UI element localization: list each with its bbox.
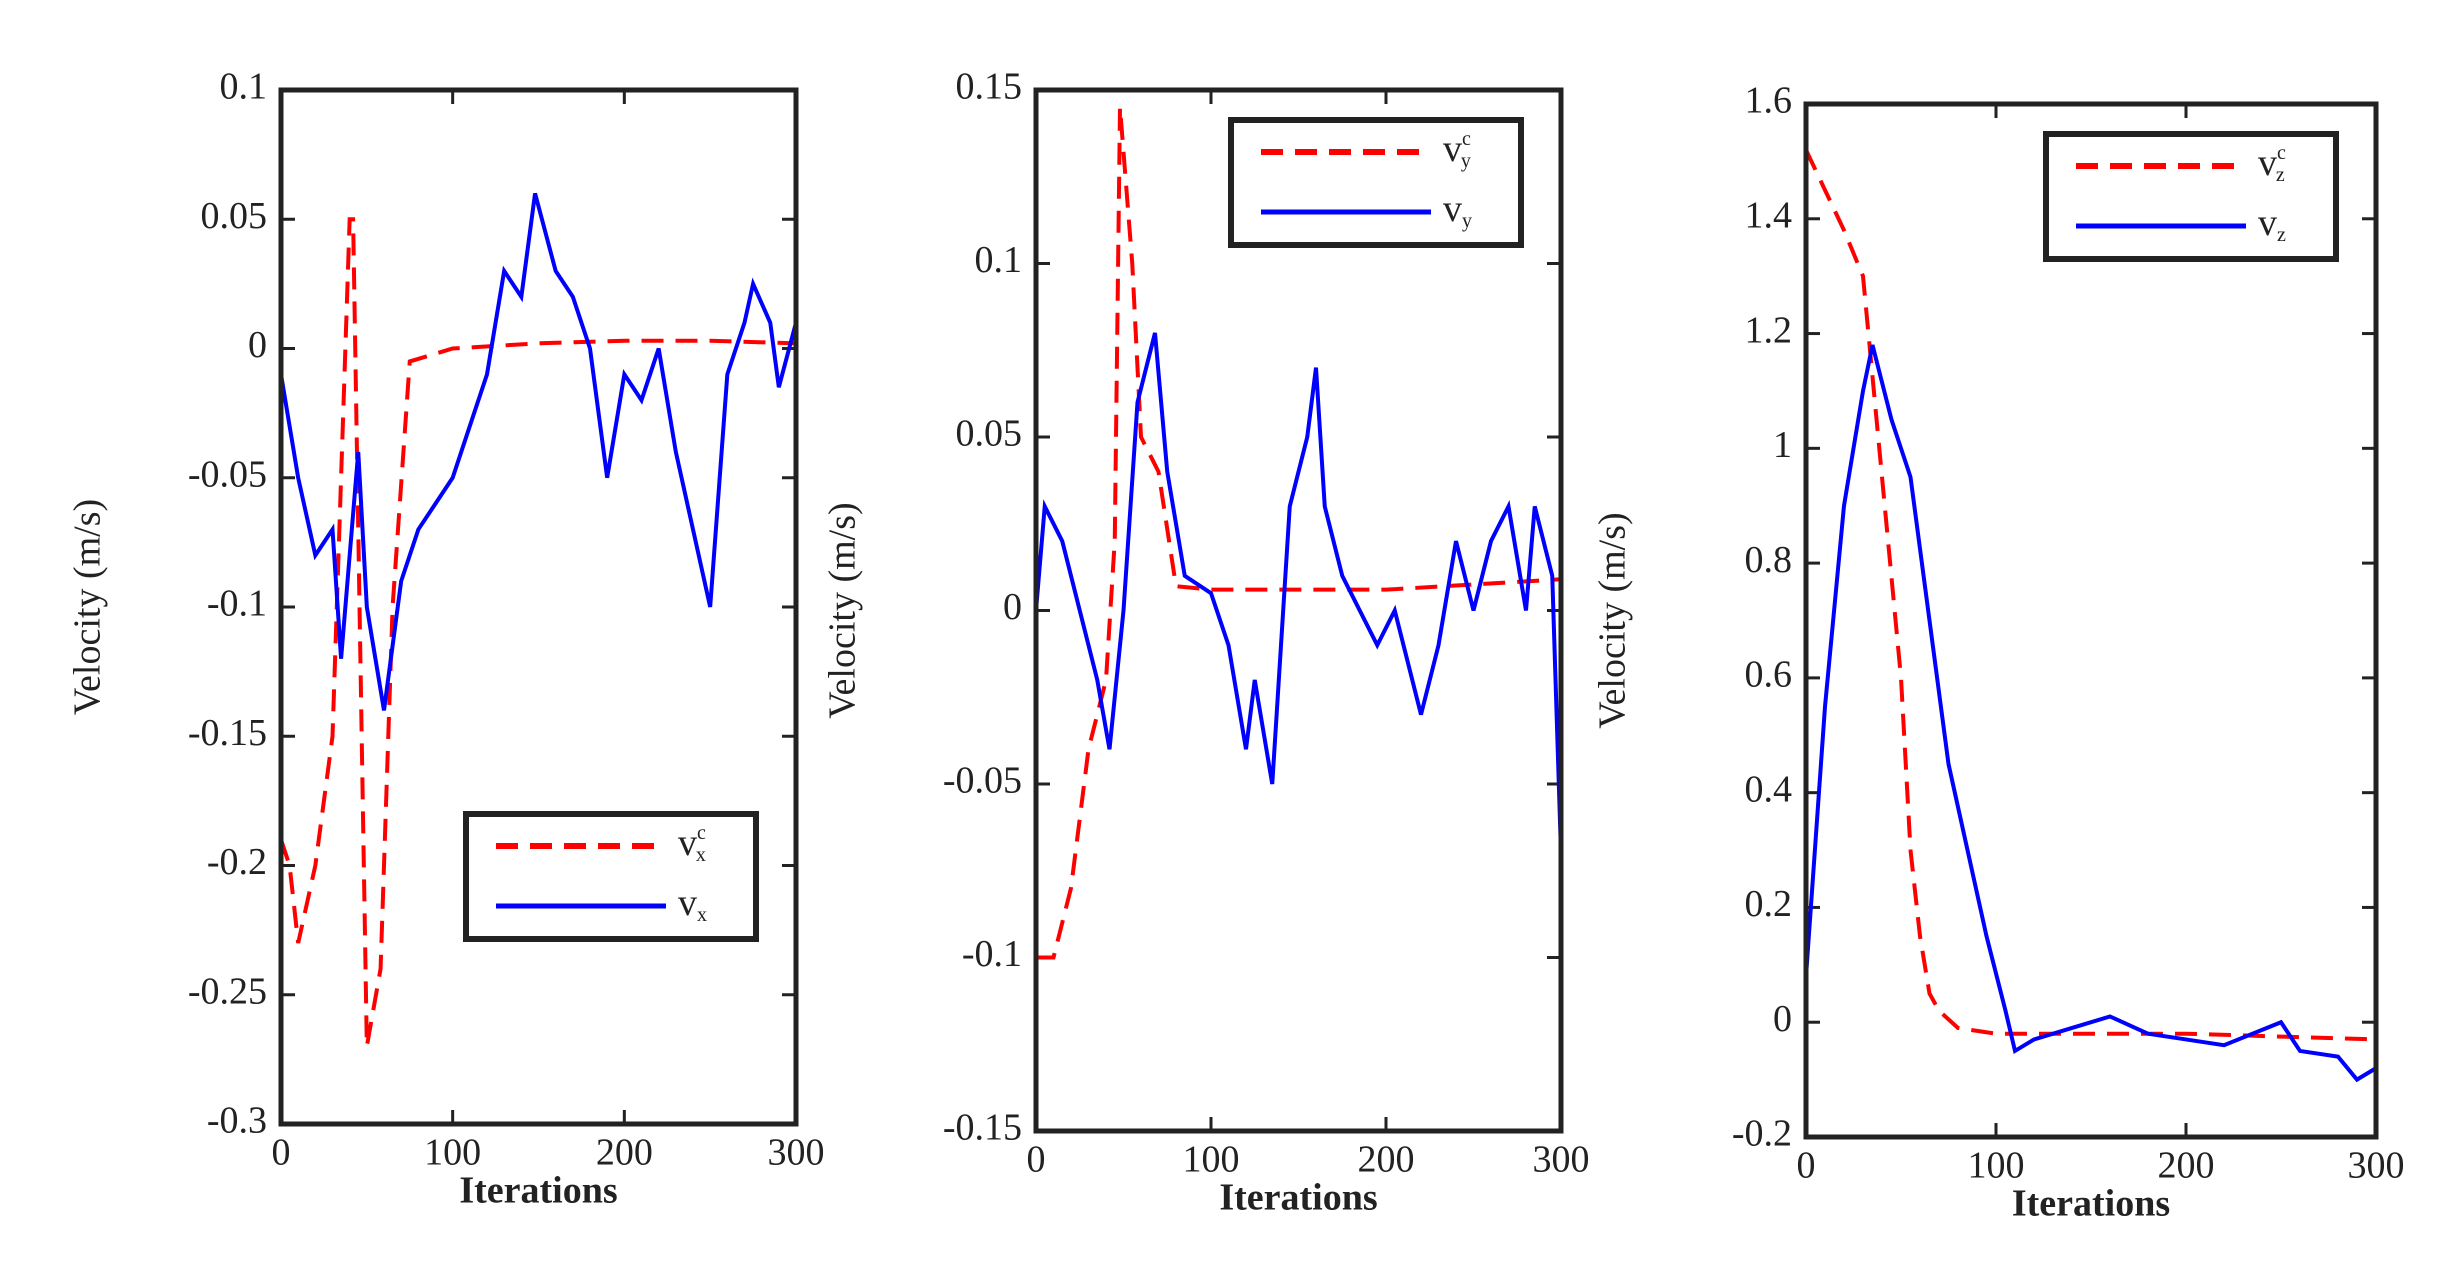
legend-box [2043, 131, 2339, 262]
y-tick-label: -0.1 [207, 583, 267, 625]
legend-name: v [678, 882, 697, 924]
x-tick-label: 300 [768, 1132, 825, 1174]
legend-name: v [1443, 188, 1462, 230]
legend-superscript: c [1462, 128, 1471, 150]
x-tick-label: 100 [424, 1132, 481, 1174]
y-tick-label: 0.1 [220, 66, 268, 108]
y-axis-label: Velocity (m/s) [1592, 512, 1634, 728]
x-axis-label: Iterations [2012, 1183, 2170, 1225]
y-tick-label: -0.2 [1732, 1113, 1792, 1155]
x-tick-label: 100 [1968, 1145, 2025, 1187]
axes-frame [278, 87, 799, 1127]
x-tick-label: 200 [2158, 1145, 2215, 1187]
legend-superscript: c [697, 822, 706, 844]
legend-subscript: y [1461, 150, 1471, 172]
axes-frame [1803, 101, 2379, 1140]
y-tick-label: 1.2 [1745, 309, 1793, 351]
y-tick-label: -0.3 [207, 1100, 267, 1142]
series-line [1036, 107, 1561, 960]
y-tick-label: 0 [248, 324, 267, 366]
y-tick-label: 0.6 [1745, 654, 1793, 696]
x-tick-label: 0 [272, 1132, 291, 1174]
x-tick-label: 200 [1358, 1139, 1415, 1181]
y-tick-label: 0.15 [956, 66, 1023, 108]
legend-superscript: c [2277, 142, 2286, 164]
y-axis-label: Velocity (m/s) [67, 499, 109, 715]
x-axis-label: Iterations [1219, 1177, 1377, 1219]
y-tick-label: -0.25 [188, 970, 267, 1012]
legend-label: vz [2258, 202, 2286, 246]
legend-subscript: z [2276, 164, 2285, 186]
y-tick-label: 1.6 [1745, 80, 1793, 122]
series-line [1036, 332, 1561, 854]
x-axis-label: Iterations [459, 1170, 617, 1212]
legend-name: v [2258, 202, 2277, 244]
legend-subscript: x [696, 844, 706, 866]
legend-box [463, 811, 759, 942]
y-tick-label: 0.1 [975, 239, 1023, 281]
legend-label: vy [1443, 188, 1472, 232]
plot-area [281, 192, 796, 1047]
y-tick-label: 1 [1773, 424, 1792, 466]
plot-area [1036, 107, 1561, 960]
x-tick-label: 0 [1797, 1145, 1816, 1187]
legend-subscript: z [2277, 224, 2286, 246]
legend-label: vx [678, 882, 707, 926]
legend-label: vc x [678, 822, 706, 866]
y-tick-label: 0.2 [1745, 883, 1793, 925]
legend-label: vc y [1443, 128, 1471, 172]
legend-name: v [678, 822, 697, 864]
y-tick-label: -0.15 [943, 1107, 1022, 1149]
series-line [1806, 344, 2376, 1083]
y-tick-label: -0.05 [943, 760, 1022, 802]
y-axis-label: Velocity (m/s) [822, 502, 864, 718]
y-tick-label: 0 [1773, 998, 1792, 1040]
legend-box [1228, 117, 1524, 248]
x-tick-label: 300 [1533, 1139, 1590, 1181]
legend-name: v [2258, 142, 2277, 184]
y-tick-label: 0.05 [201, 195, 268, 237]
plot-area [1806, 149, 2376, 1083]
legend-subscript: y [1462, 210, 1472, 232]
legend-label: vc z [2258, 142, 2286, 186]
series-line [1806, 149, 2376, 1042]
x-tick-label: 300 [2348, 1145, 2405, 1187]
x-tick-label: 100 [1183, 1139, 1240, 1181]
y-tick-label: -0.15 [188, 712, 267, 754]
x-tick-label: 0 [1027, 1139, 1046, 1181]
y-tick-label: 0.05 [956, 413, 1023, 455]
series-line [281, 192, 796, 711]
series-line [281, 217, 796, 1047]
legend-name: v [1443, 128, 1462, 170]
y-tick-label: -0.1 [962, 933, 1022, 975]
y-tick-label: 1.4 [1745, 194, 1793, 236]
legend-subscript: x [697, 904, 707, 926]
y-tick-label: -0.05 [188, 453, 267, 495]
x-tick-label: 200 [596, 1132, 653, 1174]
y-tick-label: 0.8 [1745, 539, 1793, 581]
y-tick-label: 0.4 [1745, 768, 1793, 810]
axes-frame [1033, 87, 1564, 1134]
y-tick-label: -0.2 [207, 841, 267, 883]
y-tick-label: 0 [1003, 586, 1022, 628]
